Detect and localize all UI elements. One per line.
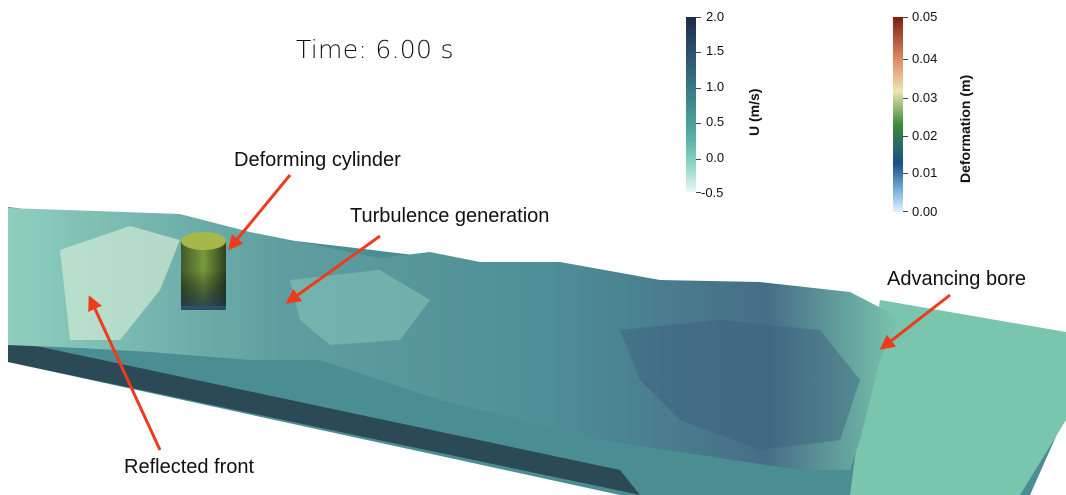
d-tickmark — [903, 98, 908, 99]
cylinder-top — [181, 232, 226, 250]
d-tick-0-02: 0.02 — [912, 128, 938, 143]
u-tickmark — [696, 88, 701, 89]
deformation-colorbar-ramp — [893, 17, 903, 212]
arrow-reflected-front — [88, 295, 162, 451]
dark-eddy-region — [620, 320, 860, 450]
u-tick-2-0: 2.0 — [706, 9, 725, 24]
time-label: Time: 6.00 s — [296, 35, 454, 64]
cylinder-shade — [181, 270, 226, 310]
velocity-colorbar-title: U (m/s) — [746, 88, 762, 136]
u-tick-1-5: 1.5 — [706, 43, 725, 58]
d-tick-0-04: 0.04 — [912, 51, 938, 66]
d-tickmark — [903, 17, 908, 18]
u-tickmark — [696, 123, 701, 124]
u-tick-0-0: 0.0 — [706, 150, 725, 165]
arrow-advancing-bore — [879, 293, 951, 350]
arrow-deforming-cylinder — [228, 174, 292, 251]
label-reflected-front: Reflected front — [124, 456, 255, 478]
u-tickmark — [696, 159, 701, 160]
u-tickmark — [696, 52, 701, 53]
label-turbulence-generation: Turbulence generation — [350, 205, 550, 227]
d-tickmark — [903, 211, 908, 212]
label-deforming-cylinder: Deforming cylinder — [234, 149, 401, 171]
wake-region — [290, 270, 430, 345]
d-tick-0-05: 0.05 — [912, 9, 938, 24]
channel-underside — [8, 340, 640, 495]
d-tick-0-01: 0.01 — [912, 165, 938, 180]
d-tick-0-03: 0.03 — [912, 90, 938, 105]
u-tick-1-0: 1.0 — [706, 79, 725, 94]
d-tickmark — [903, 59, 908, 60]
label-advancing-bore: Advancing bore — [887, 268, 1026, 290]
arrow-turbulence-generation — [285, 234, 381, 304]
deformation-colorbar-title: Deformation (m) — [957, 74, 973, 183]
calm-water-surface — [850, 300, 1066, 495]
u-tick-neg-0-5: -0.5 — [701, 185, 724, 200]
turbulent-water — [8, 208, 900, 470]
u-tickmark — [696, 17, 701, 18]
d-tickmark — [903, 173, 908, 174]
d-tick-0-00: 0.00 — [912, 204, 938, 219]
velocity-colorbar-ramp — [686, 17, 696, 192]
u-tick-0-5: 0.5 — [706, 114, 725, 129]
u-tickmark — [696, 192, 701, 193]
d-tickmark — [903, 136, 908, 137]
